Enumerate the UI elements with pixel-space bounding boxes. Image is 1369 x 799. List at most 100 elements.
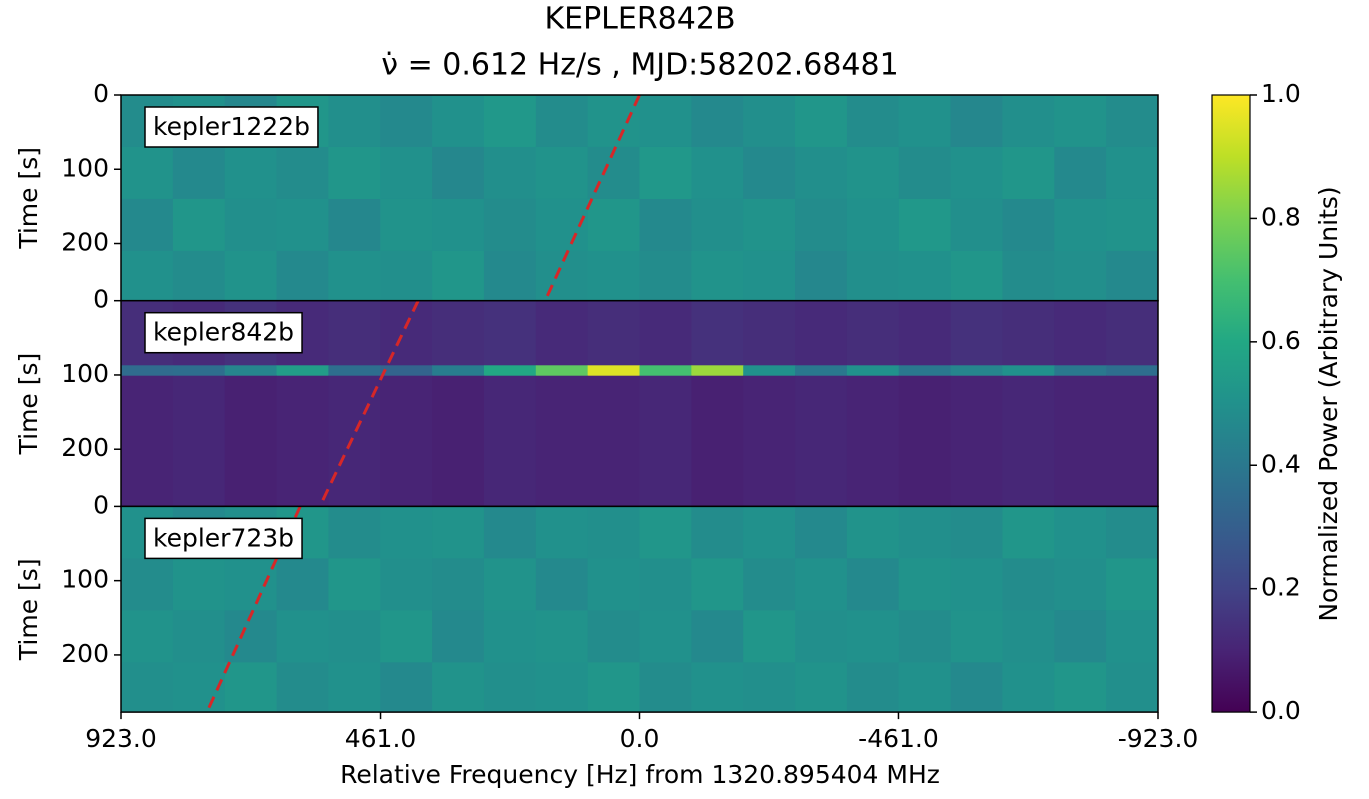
heatmap-cell: [328, 146, 381, 200]
heatmap-cell: [898, 506, 952, 559]
heatmap-cell: [691, 198, 744, 252]
heatmap-cell: [276, 198, 329, 252]
heatmap-cell: [846, 375, 900, 507]
x-tick-label: -461.0: [858, 724, 939, 753]
heatmap-cell: [328, 300, 381, 366]
heatmap-cell: [950, 146, 1003, 200]
heatmap-cell: [380, 558, 433, 611]
heatmap-cell: [950, 610, 1003, 663]
panel-label: kepler842b: [153, 318, 294, 347]
heatmap-cell: [1002, 300, 1055, 366]
heatmap-cell: [328, 662, 381, 713]
y-tick-label: 0: [93, 285, 109, 314]
heatmap-cell: [1054, 146, 1107, 200]
heatmap-cell: [846, 506, 900, 559]
heatmap-cell: [535, 95, 589, 148]
y-axis-label: Time [s]: [14, 147, 43, 250]
heatmap-cell: [1106, 250, 1159, 301]
heatmap-cell: [121, 375, 174, 507]
heatmap-cell: [795, 198, 848, 252]
colorbar-tick-label: 0.4: [1261, 449, 1301, 478]
heatmap-cell: [1054, 506, 1107, 559]
heatmap-cell: [1054, 198, 1107, 252]
heatmap-cell: [846, 365, 900, 377]
heatmap-cell: [950, 662, 1003, 713]
heatmap-cell: [380, 662, 433, 713]
heatmap-cell: [1106, 95, 1159, 148]
heatmap-cell: [587, 506, 640, 559]
heatmap-cell: [898, 146, 952, 200]
heatmap-cell: [639, 300, 692, 366]
heatmap-cell: [121, 610, 174, 663]
heatmap-cell: [432, 250, 485, 301]
heatmap-cell: [1002, 250, 1055, 301]
heatmap-cell: [795, 558, 848, 611]
heatmap-cell: [898, 300, 952, 366]
heatmap-cell: [743, 610, 796, 663]
heatmap-cell: [380, 146, 433, 200]
heatmap-cell: [380, 198, 433, 252]
heatmap-cell: [587, 610, 640, 663]
x-tick-label: 461.0: [345, 724, 417, 753]
heatmap-cell: [691, 558, 744, 611]
heatmap-cell: [535, 506, 589, 559]
heatmap-cell: [121, 198, 174, 252]
heatmap-cell: [1106, 365, 1159, 377]
heatmap-cell: [276, 250, 329, 301]
heatmap-cell: [380, 95, 433, 148]
heatmap-cell: [691, 300, 744, 366]
heatmap-cell: [795, 146, 848, 200]
y-tick-label: 100: [61, 153, 109, 182]
heatmap-cell: [691, 506, 744, 559]
chart-title: KEPLER842B: [544, 2, 735, 37]
heatmap-cell: [639, 95, 692, 148]
heatmap-cell: [380, 365, 433, 377]
heatmap-cell: [1106, 198, 1159, 252]
heatmap-cell: [276, 610, 329, 663]
heatmap-cell: [328, 375, 381, 507]
heatmap-cell: [691, 375, 744, 507]
heatmap-cell: [1002, 146, 1055, 200]
heatmap-cell: [743, 300, 796, 366]
heatmap-cell: [172, 558, 226, 611]
heatmap-cell: [328, 365, 381, 377]
heatmap-cell: [172, 198, 226, 252]
heatmap-cell: [121, 662, 174, 713]
heatmap-cell: [172, 662, 226, 713]
heatmap-cell: [1002, 662, 1055, 713]
heatmap-cell: [795, 300, 848, 366]
heatmap-cell: [691, 250, 744, 301]
y-tick-label: 200: [61, 228, 109, 257]
heatmap-cell: [432, 610, 485, 663]
heatmap-cell: [483, 250, 537, 301]
panel-label: kepler1222b: [153, 112, 310, 141]
heatmap-cell: [795, 250, 848, 301]
heatmap-cell: [743, 506, 796, 559]
heatmap-cell: [432, 375, 485, 507]
heatmap-cell: [535, 365, 589, 377]
heatmap-cell: [898, 250, 952, 301]
heatmap-cell: [432, 662, 485, 713]
heatmap-cell: [224, 558, 278, 611]
colorbar-tick-label: 0.8: [1261, 202, 1301, 231]
heatmap-cell: [535, 558, 589, 611]
heatmap-cell: [950, 300, 1003, 366]
x-tick-label: 923.0: [85, 724, 157, 753]
heatmap-cell: [483, 375, 537, 507]
heatmap-cell: [1106, 610, 1159, 663]
heatmap-cell: [328, 198, 381, 252]
heatmap-cell: [224, 198, 278, 252]
heatmap-cell: [898, 198, 952, 252]
colorbar: [1211, 94, 1251, 713]
heatmap-cell: [1054, 95, 1107, 148]
heatmap-cell: [432, 198, 485, 252]
heatmap-cell: [483, 662, 537, 713]
y-tick-label: 0: [93, 490, 109, 519]
heatmap-cell: [121, 558, 174, 611]
heatmap-cell: [950, 365, 1003, 377]
heatmap-cell: [743, 95, 796, 148]
heatmap-cell: [276, 662, 329, 713]
panel-label-box: [144, 311, 303, 354]
heatmap-cell: [172, 610, 226, 663]
heatmap-cell: [432, 95, 485, 148]
